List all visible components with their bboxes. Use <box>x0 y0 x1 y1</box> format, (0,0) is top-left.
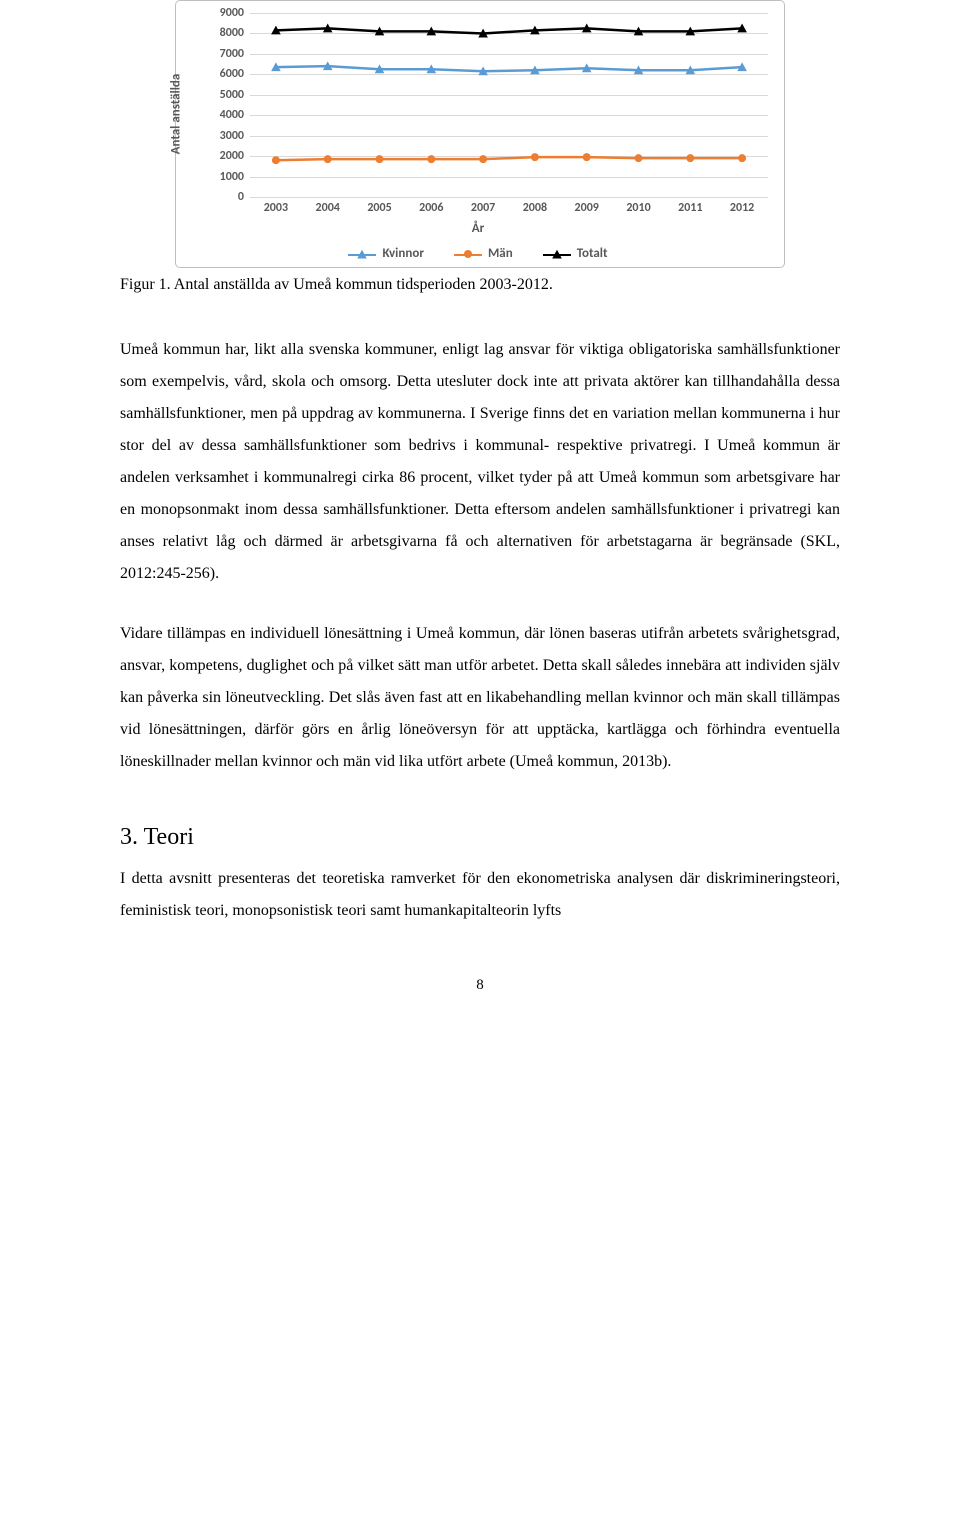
figure-caption: Figur 1. Antal anställda av Umeå kommun … <box>120 276 840 294</box>
plot-region <box>250 13 768 197</box>
x-tick-label: 2007 <box>471 201 495 215</box>
legend-swatch <box>543 247 571 261</box>
x-tick-label: 2012 <box>730 201 754 215</box>
section-heading: 3. Teori <box>120 824 840 851</box>
chart-plot-area: Antal anställda 010002000300040005000600… <box>182 9 774 219</box>
x-tick-label: 2003 <box>264 201 288 215</box>
body-paragraph-1: Umeå kommun har, likt alla svenska kommu… <box>120 334 840 590</box>
y-tick-label: 5000 <box>204 88 244 102</box>
legend-swatch <box>348 247 376 261</box>
x-tick-label: 2006 <box>419 201 443 215</box>
employees-chart: Antal anställda 010002000300040005000600… <box>175 0 785 268</box>
chart-svg <box>250 13 768 197</box>
y-tick-label: 7000 <box>204 47 244 61</box>
y-axis-ticks: 0100020003000400050006000700080009000 <box>204 9 244 197</box>
y-tick-label: 3000 <box>204 129 244 143</box>
x-tick-label: 2009 <box>575 201 599 215</box>
legend-label: Män <box>488 246 513 261</box>
x-axis-title: År <box>182 221 774 236</box>
y-axis-title: Antal anställda <box>169 74 184 155</box>
y-tick-label: 2000 <box>204 149 244 163</box>
page-number: 8 <box>120 977 840 994</box>
y-tick-label: 9000 <box>204 6 244 20</box>
body-paragraph-2: Vidare tillämpas en individuell lönesätt… <box>120 618 840 778</box>
legend-item: Totalt <box>543 246 608 261</box>
x-tick-label: 2008 <box>523 201 547 215</box>
legend-label: Kvinnor <box>382 246 423 261</box>
y-tick-label: 1000 <box>204 170 244 184</box>
x-tick-label: 2011 <box>678 201 702 215</box>
x-axis-ticks: 2003 2004 2005 2006 2007 2008 2009 2010 2011 2012 <box>250 201 768 219</box>
x-tick-label: 2004 <box>316 201 340 215</box>
legend-item: Män <box>454 246 513 261</box>
x-tick-label: 2010 <box>626 201 650 215</box>
legend-label: Totalt <box>577 246 608 261</box>
x-tick-label: 2005 <box>367 201 391 215</box>
chart-legend: Kvinnor Män Totalt <box>182 246 774 261</box>
legend-item: Kvinnor <box>348 246 423 261</box>
y-tick-label: 4000 <box>204 108 244 122</box>
section-intro-paragraph: I detta avsnitt presenteras det teoretis… <box>120 863 840 927</box>
y-tick-label: 8000 <box>204 26 244 40</box>
y-tick-label: 6000 <box>204 67 244 81</box>
legend-swatch <box>454 247 482 261</box>
y-tick-label: 0 <box>204 190 244 204</box>
